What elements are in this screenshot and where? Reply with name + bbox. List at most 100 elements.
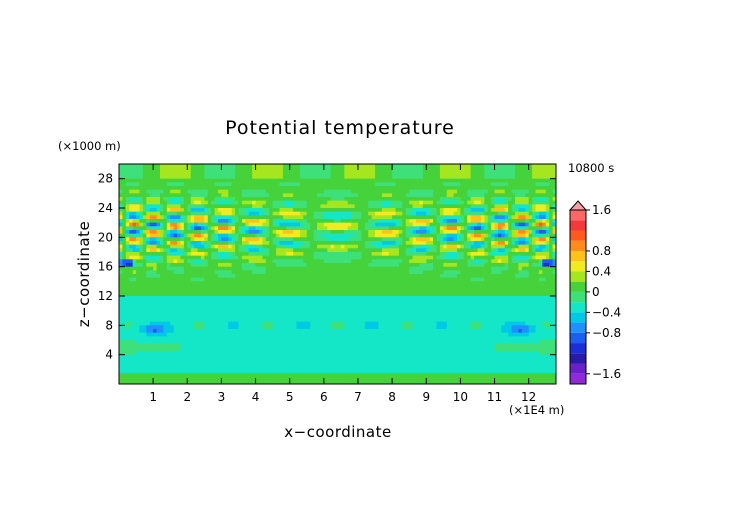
heatmap-cell (354, 175, 359, 180)
heatmap-cell (368, 167, 373, 172)
heatmap-cell (166, 248, 171, 253)
heatmap-cell (235, 215, 239, 220)
heatmap-cell (194, 186, 198, 191)
heatmap-cell (156, 266, 161, 271)
heatmap-cell (405, 175, 410, 180)
heatmap-cell (402, 288, 407, 293)
heatmap-cell (159, 255, 164, 260)
heatmap-cell (235, 281, 239, 286)
heatmap-cell (378, 277, 383, 282)
heatmap-cell (289, 270, 294, 275)
heatmap-cell (484, 219, 489, 224)
heatmap-cell (187, 215, 192, 220)
heatmap-cell (303, 288, 308, 293)
heatmap-cell (439, 182, 444, 187)
heatmap-cell (248, 167, 253, 172)
heatmap-cell (470, 270, 475, 275)
heatmap-cell (119, 193, 123, 198)
heatmap-cell (149, 164, 154, 169)
heatmap-cell (163, 244, 168, 249)
heatmap-cell (132, 215, 137, 220)
heatmap-cell (159, 226, 164, 231)
heatmap-cell (347, 252, 352, 257)
heatmap-cell (460, 237, 465, 242)
heatmap-cell (528, 208, 533, 213)
heatmap-cell (286, 255, 291, 260)
heatmap-cell (385, 193, 390, 198)
heatmap-cell (279, 266, 284, 271)
heatmap-cell (156, 248, 161, 253)
heatmap-cell (224, 211, 229, 216)
heatmap-cell (392, 259, 396, 264)
heatmap-cell (545, 171, 550, 176)
heatmap-cell (443, 208, 448, 213)
heatmap-cell (392, 277, 396, 282)
heatmap-cell (357, 303, 362, 308)
heatmap-cell (463, 226, 468, 231)
heatmap-cell (173, 204, 178, 209)
heatmap-cell (368, 248, 373, 253)
heatmap-cell (351, 167, 355, 172)
heatmap-cell (211, 292, 215, 297)
heatmap-cell (173, 230, 178, 235)
heatmap-cell (368, 178, 373, 183)
heatmap-cell (313, 208, 318, 213)
heatmap-cell (170, 299, 175, 304)
heatmap-cell (132, 292, 137, 297)
heatmap-cell (351, 233, 355, 238)
heatmap-cell (392, 241, 396, 246)
heatmap-cell (340, 189, 345, 194)
heatmap-cell (190, 263, 195, 268)
heatmap-cell (467, 255, 472, 260)
heatmap-cell (460, 189, 465, 194)
heatmap-cell (364, 197, 369, 202)
heatmap-cell (255, 244, 260, 249)
heatmap-cell (552, 241, 557, 246)
heatmap-cell (125, 259, 130, 264)
heatmap-cell (299, 281, 304, 286)
heatmap-cell (388, 296, 393, 301)
heatmap-cell (204, 171, 209, 176)
heatmap-cell (351, 288, 355, 293)
heatmap-cell (439, 237, 444, 242)
heatmap-cell (330, 237, 335, 242)
heatmap-cell (381, 208, 386, 213)
heatmap-cell (334, 164, 338, 169)
heatmap-cell (235, 274, 239, 279)
heatmap-cell (214, 230, 219, 235)
heatmap-cell (378, 237, 383, 242)
heatmap-cell (310, 233, 314, 238)
heatmap-cell (136, 182, 140, 187)
heatmap-cell (381, 167, 386, 172)
heatmap-cell (337, 237, 342, 242)
heatmap-cell (549, 255, 553, 260)
heatmap-cell (149, 233, 154, 238)
heatmap-cell (317, 299, 321, 304)
heatmap-cell (262, 274, 267, 279)
heatmap-cell (429, 171, 434, 176)
heatmap-cell (248, 189, 253, 194)
heatmap-cell (153, 296, 157, 301)
heatmap-cell (429, 189, 434, 194)
heatmap-cell (405, 182, 410, 187)
heatmap-cell (412, 270, 417, 275)
heatmap-cell (497, 204, 502, 209)
heatmap-cell (528, 164, 533, 169)
heatmap-cell (337, 222, 342, 227)
heatmap-cell (228, 303, 233, 308)
heatmap-cell (296, 266, 301, 271)
heatmap-cell (323, 303, 328, 308)
heatmap-cell (426, 248, 431, 253)
heatmap-cell (282, 178, 287, 183)
heatmap-cell (238, 193, 243, 198)
heatmap-cell (402, 233, 407, 238)
heatmap-cell (303, 270, 308, 275)
heatmap-cell (497, 285, 502, 290)
heatmap-cell (545, 189, 550, 194)
heatmap-cell (125, 211, 130, 216)
heatmap-cell (289, 200, 294, 205)
heatmap-cell (552, 248, 557, 253)
heatmap-cell (286, 233, 291, 238)
heatmap-cell (357, 208, 362, 213)
heatmap-cell (221, 281, 226, 286)
